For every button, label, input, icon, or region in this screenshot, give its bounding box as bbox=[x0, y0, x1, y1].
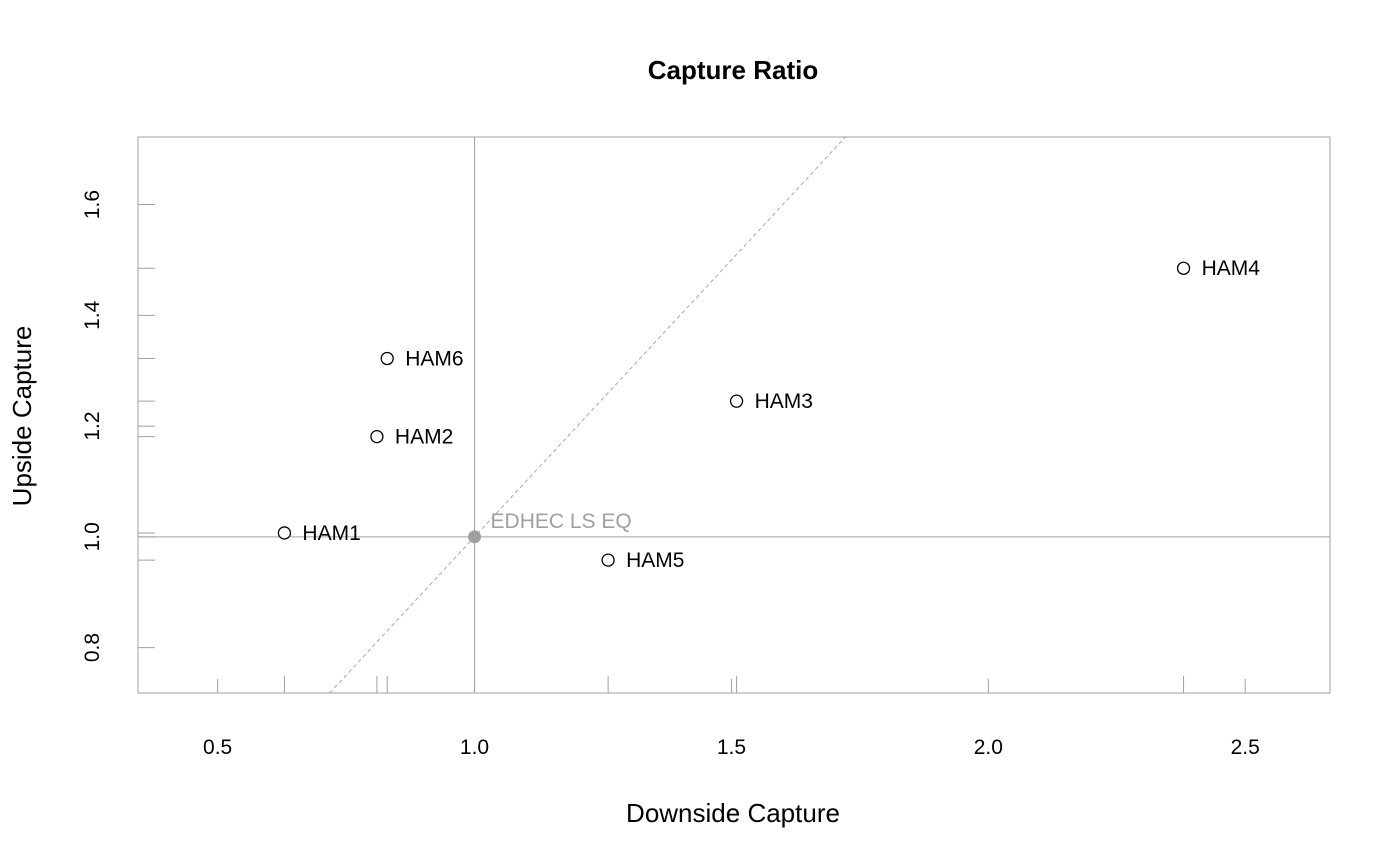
point-label: HAM4 bbox=[1202, 257, 1261, 280]
point-label: HAM3 bbox=[755, 390, 813, 413]
data-point-ham5 bbox=[601, 553, 615, 567]
x-tick-label: 1.0 bbox=[460, 736, 489, 759]
point-label: HAM1 bbox=[302, 522, 360, 545]
x-axis-title: Downside Capture bbox=[626, 798, 840, 828]
data-point-ham6 bbox=[380, 351, 394, 366]
y-tick-label: 1.0 bbox=[81, 522, 104, 551]
y-tick-label: 1.2 bbox=[81, 411, 104, 440]
x-tick-label: 2.0 bbox=[974, 736, 1003, 759]
point-label: HAM6 bbox=[405, 348, 463, 371]
data-point-ham1 bbox=[277, 526, 292, 540]
y-axis: 0.8 1.0 1.2 1.4 1.6 bbox=[81, 190, 155, 662]
x-tick-label: 1.5 bbox=[717, 736, 746, 759]
data-point-ham4 bbox=[1176, 261, 1191, 275]
y-tick-label: 1.4 bbox=[81, 300, 104, 330]
chart-title: Capture Ratio bbox=[648, 55, 818, 85]
point-label: HAM5 bbox=[626, 549, 684, 572]
diagonal-reference-line bbox=[329, 136, 846, 694]
y-tick-label: 1.6 bbox=[81, 190, 104, 219]
reference-lines bbox=[138, 136, 1330, 694]
benchmark-point bbox=[468, 530, 482, 544]
point-label: HAM2 bbox=[395, 426, 453, 449]
rug-marks bbox=[138, 267, 1185, 693]
plot-frame bbox=[137, 136, 1331, 694]
data-points: HAM1 HAM2 HAM3 HAM4 HAM5 HAM6 EDHEC LS EQ bbox=[277, 257, 1261, 572]
x-axis: 0.5 1.0 1.5 2.0 2.5 bbox=[203, 679, 1260, 759]
y-axis-title: Upside Capture bbox=[7, 326, 37, 507]
data-point-ham2 bbox=[370, 429, 384, 444]
y-tick-label: 0.8 bbox=[81, 633, 104, 662]
data-point-ham3 bbox=[729, 394, 744, 408]
benchmark-label: EDHEC LS EQ bbox=[491, 510, 632, 533]
x-tick-label: 2.5 bbox=[1231, 736, 1260, 759]
x-tick-label: 0.5 bbox=[203, 736, 232, 759]
